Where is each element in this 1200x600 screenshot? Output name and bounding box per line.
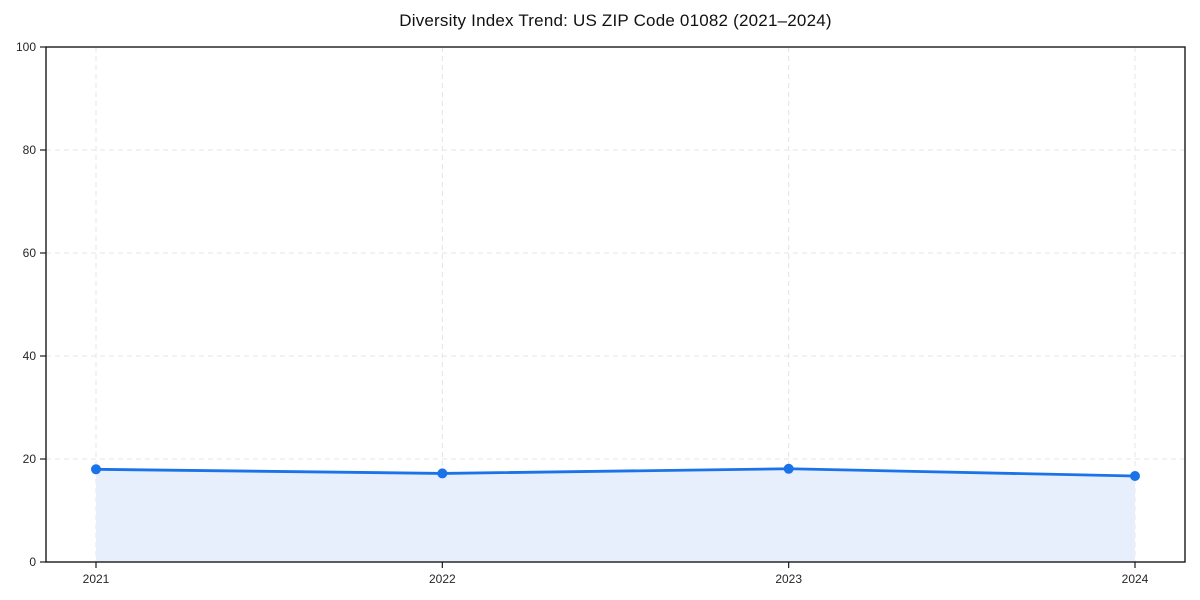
- data-point-marker: [1130, 470, 1140, 481]
- data-point-marker: [783, 463, 794, 474]
- data-point-marker: [91, 464, 101, 475]
- chart-title: Diversity Index Trend: US ZIP Code 01082…: [399, 11, 832, 30]
- y-tick-label: 0: [29, 555, 36, 569]
- x-tick-label: 2021: [83, 572, 110, 586]
- series-line: [94, 467, 1137, 478]
- x-tick-label: 2023: [775, 572, 802, 586]
- y-tick-label: 80: [23, 143, 37, 157]
- y-tick-label: 100: [16, 40, 36, 54]
- x-tick-label: 2022: [429, 572, 456, 586]
- plot-border: [45, 46, 1186, 563]
- series-area: [96, 468, 1135, 562]
- y-tick-label: 40: [23, 349, 37, 363]
- data-point-marker: [437, 468, 448, 479]
- x-tick-label: 2024: [1122, 572, 1149, 586]
- y-tick-label: 60: [23, 246, 37, 260]
- y-tick-label: 20: [23, 452, 37, 466]
